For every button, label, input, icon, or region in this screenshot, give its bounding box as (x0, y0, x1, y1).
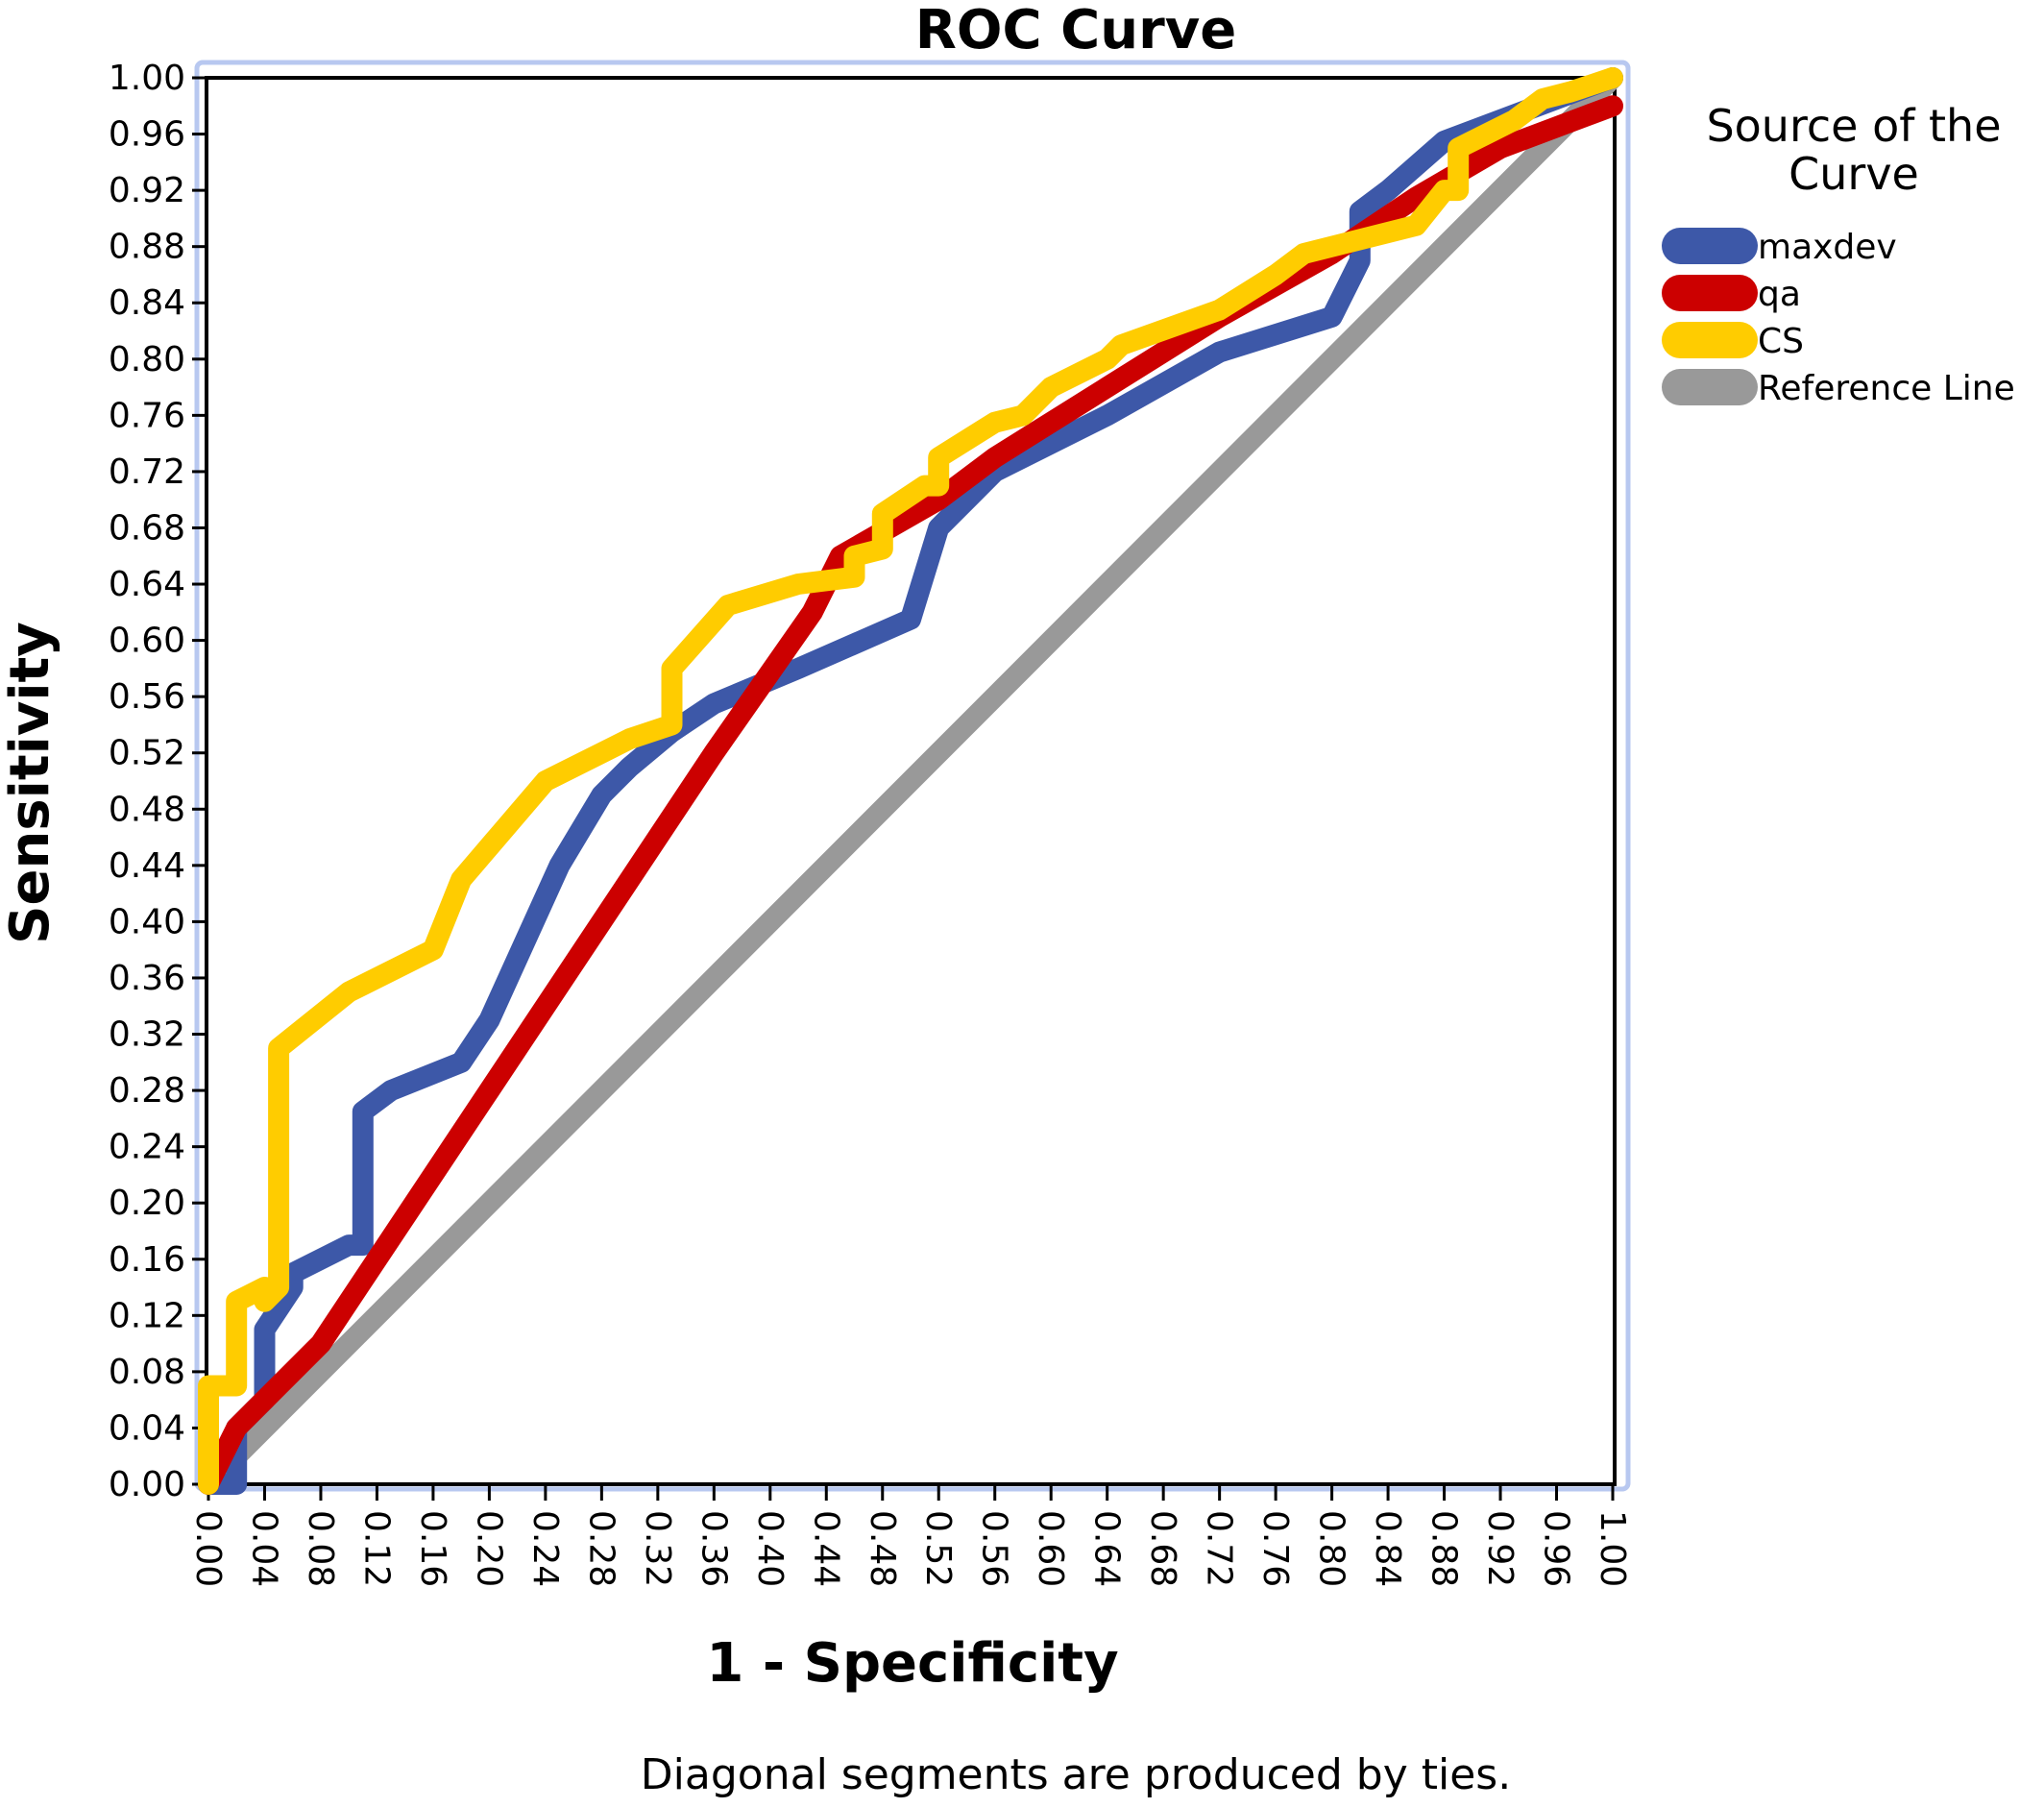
x-tick-label: 0.04 (244, 1510, 283, 1587)
x-tick-label: 0.84 (1368, 1510, 1407, 1587)
legend-title-line-2: Curve (1788, 148, 1919, 200)
y-tick-label: 0.28 (109, 1071, 185, 1111)
x-tick-label: 0.20 (469, 1510, 508, 1587)
y-tick-label: 0.44 (109, 846, 185, 886)
x-axis-ticks: 0.00 0.04 0.08 0.12 0.16 0.20 0.24 0.28 0.32 0.36… (188, 1486, 1632, 1587)
y-axis-title: Sensitivity (0, 622, 61, 944)
y-tick-label: 0.40 (109, 902, 185, 941)
legend-swatch (1662, 275, 1758, 311)
legend-label: maxdev (1758, 228, 1897, 267)
footnote: Diagonal segments are produced by ties. (641, 1750, 1511, 1799)
legend-label: Reference Line (1758, 369, 2015, 408)
y-tick-label: 0.64 (109, 565, 185, 604)
y-tick-label: 0.68 (109, 508, 185, 548)
legend: Source of the Curve maxdev qa CS Reference … (1662, 100, 2015, 408)
x-tick-label: 0.88 (1424, 1510, 1464, 1587)
plot-frame (194, 60, 1631, 1492)
x-tick-label: 0.72 (1200, 1510, 1239, 1587)
y-tick-label: 0.36 (109, 959, 185, 998)
x-tick-label: 0.52 (918, 1510, 958, 1587)
x-tick-label: 0.56 (975, 1510, 1014, 1587)
x-tick-label: 0.24 (525, 1510, 565, 1587)
y-tick-label: 0.32 (109, 1015, 185, 1055)
y-tick-label: 0.56 (109, 677, 185, 717)
y-tick-label: 0.20 (109, 1184, 185, 1223)
y-tick-label: 0.96 (109, 115, 185, 155)
series-line-cs (198, 67, 1623, 1495)
series-lines (198, 67, 1623, 1495)
y-tick-label: 0.76 (109, 396, 185, 435)
y-tick-label: 0.92 (109, 171, 185, 210)
legend-label: CS (1758, 322, 1804, 361)
x-tick-label: 0.60 (1031, 1510, 1070, 1587)
x-tick-label: 0.48 (863, 1510, 902, 1587)
x-tick-label: 0.76 (1255, 1510, 1295, 1587)
x-tick-label: 0.44 (806, 1510, 845, 1587)
x-tick-label: 0.08 (301, 1510, 340, 1587)
y-tick-label: 1.00 (109, 59, 185, 98)
y-tick-label: 0.48 (109, 790, 185, 829)
y-tick-label: 0.12 (109, 1296, 185, 1335)
x-tick-label: 0.12 (356, 1510, 396, 1587)
x-tick-label: 0.28 (581, 1510, 620, 1587)
x-tick-label: 0.00 (188, 1510, 228, 1587)
legend-items: maxdev qa CS Reference Line (1662, 228, 2015, 408)
legend-swatch (1662, 228, 1758, 264)
series-line-maxdev (198, 67, 1623, 1495)
x-tick-label: 0.40 (750, 1510, 790, 1587)
x-tick-label: 0.92 (1480, 1510, 1520, 1587)
legend-swatch (1662, 369, 1758, 405)
y-axis-ticks: 0.00 0.04 0.08 0.12 0.16 0.20 0.24 0.28 0.32 0.36… (109, 59, 207, 1504)
y-tick-label: 0.60 (109, 622, 185, 661)
legend-label: qa (1758, 275, 1801, 314)
x-axis-title: 1 - Specificity (706, 1632, 1118, 1695)
y-tick-label: 0.04 (109, 1408, 185, 1448)
y-tick-label: 0.84 (109, 283, 185, 323)
x-tick-label: 0.96 (1537, 1510, 1576, 1587)
y-tick-label: 0.52 (109, 734, 185, 773)
y-tick-label: 0.16 (109, 1240, 185, 1280)
chart-title: ROC Curve (915, 0, 1236, 61)
y-tick-label: 0.08 (109, 1353, 185, 1392)
x-tick-label: 0.32 (638, 1510, 677, 1587)
legend-swatch (1662, 322, 1758, 358)
series-line-reference-line (198, 67, 1623, 1495)
x-tick-label: 0.16 (413, 1510, 452, 1587)
y-tick-label: 0.72 (109, 452, 185, 492)
x-tick-label: 0.68 (1143, 1510, 1182, 1587)
x-tick-label: 1.00 (1593, 1510, 1632, 1587)
y-tick-label: 0.24 (109, 1128, 185, 1167)
y-tick-label: 0.80 (109, 340, 185, 379)
x-tick-label: 0.64 (1087, 1510, 1127, 1587)
legend-title-line-1: Source of the (1706, 100, 2001, 152)
x-tick-label: 0.80 (1312, 1510, 1351, 1587)
x-tick-label: 0.36 (694, 1510, 733, 1587)
y-tick-label: 0.88 (109, 228, 185, 267)
y-tick-label: 0.00 (109, 1465, 185, 1504)
